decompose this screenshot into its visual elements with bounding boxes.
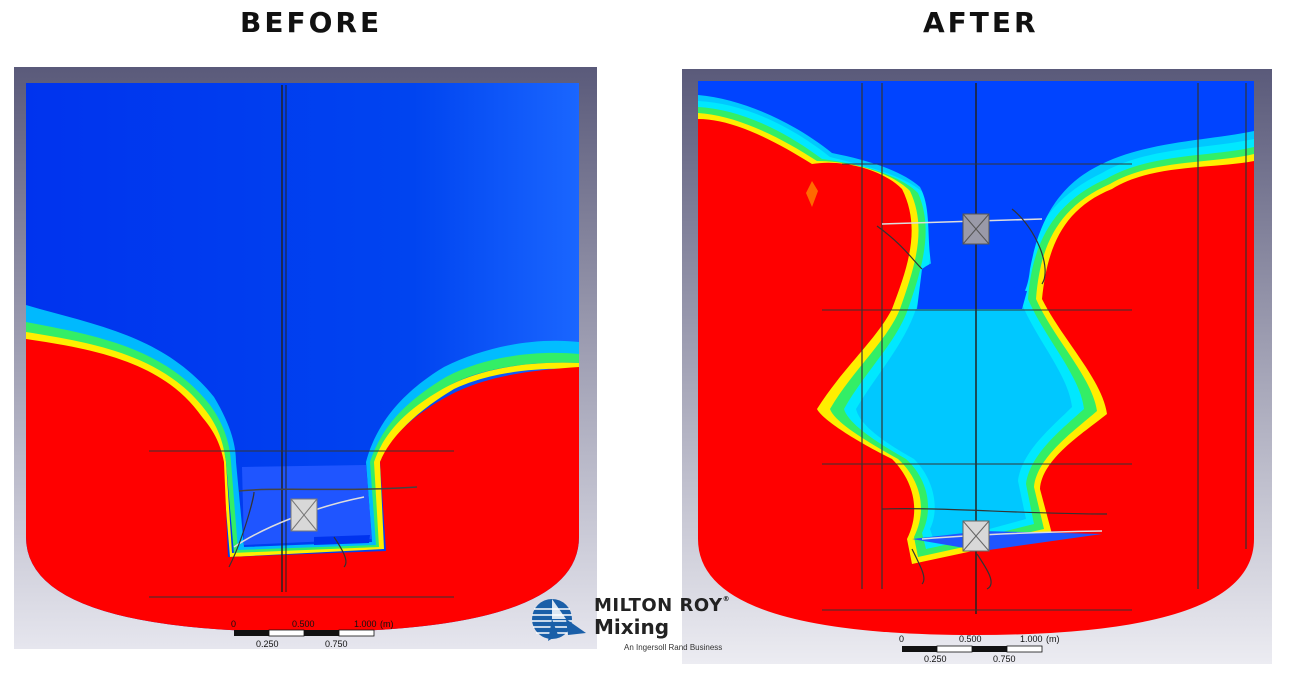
scale-label-1000: 1.000 [354, 619, 377, 629]
mixer-globe-icon [532, 599, 586, 641]
before-heading: BEFORE [240, 6, 383, 39]
after-heading: AFTER [923, 6, 1039, 39]
after-simulation-image: 0 0.500 1.000 (m) 0.250 0.750 [682, 69, 1272, 664]
logo-tagline: An Ingersoll Rand Business [624, 643, 723, 652]
scale-label-0500: 0.500 [959, 634, 982, 644]
scale-unit: (m) [1046, 634, 1060, 644]
after-scale-bar: 0 0.500 1.000 (m) 0.250 0.750 [899, 634, 1060, 664]
scale-label-0750: 0.750 [993, 654, 1016, 664]
scale-label-1000: 1.000 [1020, 634, 1043, 644]
logo-brand-name: MILTON ROY [594, 595, 723, 616]
scale-unit: (m) [380, 619, 394, 629]
logo-registered-mark: ® [722, 595, 731, 603]
scale-label-0500: 0.500 [292, 619, 315, 629]
before-scale-bar: 0 0.500 1.000 (m) 0.250 0.750 [231, 619, 394, 649]
scale-label-0: 0 [899, 634, 904, 644]
scale-label-0750: 0.750 [325, 639, 348, 649]
logo-mixing: Mixing [594, 615, 670, 639]
before-simulation-image: 0 0.500 1.000 (m) 0.250 0.750 [14, 67, 597, 649]
scale-label-0: 0 [231, 619, 236, 629]
milton-roy-logo: MILTON ROY® Mixing An Ingersoll Rand Bus… [528, 593, 758, 655]
scale-label-0250: 0.250 [924, 654, 947, 664]
scale-label-0250: 0.250 [256, 639, 279, 649]
